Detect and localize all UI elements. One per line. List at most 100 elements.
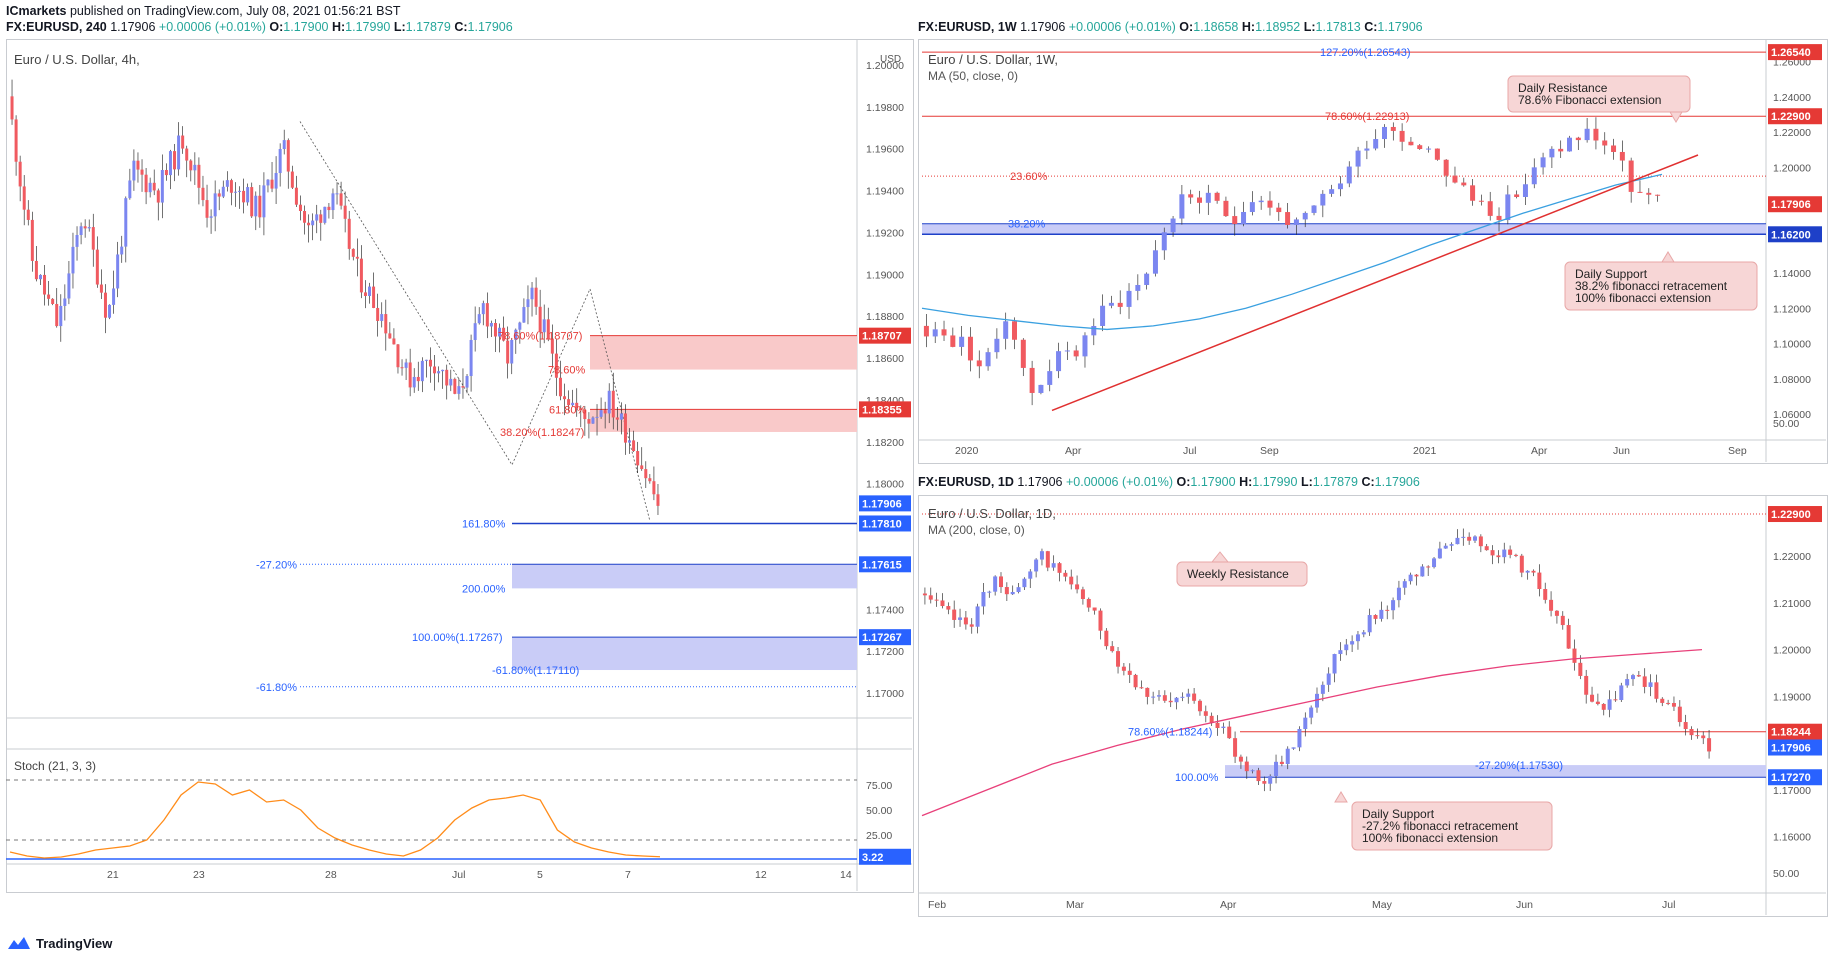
h4-fib-label: 78.60%(1.18707)	[498, 331, 582, 343]
candle-body	[1338, 650, 1343, 655]
candle-body	[1022, 578, 1027, 588]
candle-body	[323, 206, 327, 223]
candle-body	[1631, 675, 1635, 680]
candle-body	[1091, 325, 1097, 336]
candle-body	[1361, 632, 1366, 635]
weekly-support-pointer	[1661, 251, 1675, 263]
stoch-y-axis: 75.00 50.00 25.00	[866, 780, 892, 842]
candle-body	[922, 593, 927, 596]
candle-body	[1611, 145, 1617, 152]
h4-fib-label: 61.80%	[549, 404, 587, 416]
candle-body	[173, 151, 177, 170]
candle-body	[563, 396, 567, 400]
candle-body	[1285, 748, 1290, 765]
candle-body	[1443, 159, 1449, 176]
h4-currency-label: USD	[880, 54, 901, 65]
candle-body	[1214, 192, 1220, 201]
weekly-trendline	[1051, 154, 1699, 412]
daily-price-tag: 1.18244	[1771, 727, 1812, 739]
candle-body	[1205, 192, 1211, 203]
h4-fib-label: 161.80%	[462, 518, 506, 530]
candle-body	[981, 592, 986, 607]
candle-body	[567, 399, 571, 406]
tradingview-logo-icon	[8, 937, 30, 949]
candle-body	[1367, 615, 1372, 633]
h4-price-tag-bg	[859, 401, 911, 418]
tradingview-brand: TradingView	[6, 932, 112, 951]
h4-candles	[10, 79, 660, 516]
candle-body	[1461, 182, 1467, 186]
candle-body	[282, 140, 286, 150]
candle-body	[209, 216, 213, 218]
candle-body	[1047, 371, 1053, 385]
stoch-value-tag-bg	[859, 848, 911, 865]
candle-body	[514, 329, 518, 341]
candle-body	[1326, 673, 1331, 685]
candle-body	[1337, 183, 1343, 190]
candle-body	[270, 179, 274, 189]
candle-body	[1233, 738, 1238, 757]
candle-body	[1168, 700, 1173, 703]
candle-body	[177, 135, 181, 170]
candle-body	[473, 323, 477, 340]
h4-price-tag: 1.17615	[862, 559, 902, 571]
candle-body	[1707, 738, 1712, 752]
candle-body	[465, 376, 469, 388]
stoch-k-line	[9, 781, 661, 859]
weekly-volume-tick: 50.00	[1773, 418, 1799, 430]
candle-body	[59, 305, 63, 327]
candle-body	[99, 284, 103, 293]
candle-body	[1152, 250, 1158, 274]
h4-chart-panel[interactable]	[6, 39, 914, 893]
candle-body	[1285, 212, 1291, 225]
candle-body	[1408, 574, 1413, 582]
weekly-support-callout-box	[1564, 261, 1758, 311]
candle-body	[359, 258, 363, 293]
candle-body	[946, 606, 951, 610]
candle-body	[583, 409, 587, 420]
y-tick-label: 1.12000	[1773, 303, 1811, 315]
candle-body	[1677, 706, 1682, 723]
h4-price-tag: 1.17810	[862, 518, 902, 530]
candle-body	[1660, 698, 1665, 703]
daily-x-tick-label: Feb	[928, 899, 946, 911]
daily-fib-label: 100.00%	[1175, 772, 1219, 784]
candle-body	[1505, 194, 1511, 221]
candle-body	[1075, 584, 1080, 590]
candle-body	[644, 469, 648, 479]
candle-body	[652, 481, 656, 495]
candle-body	[640, 465, 644, 470]
candle-body	[1648, 682, 1653, 687]
candle-body	[229, 180, 233, 193]
candle-body	[1373, 139, 1379, 149]
y-tick-label: 1.18600	[866, 353, 904, 365]
candle-body	[603, 410, 607, 414]
candle-body	[331, 193, 335, 211]
candle-body	[1575, 137, 1581, 141]
candle-body	[1420, 566, 1425, 577]
candle-body	[55, 303, 59, 327]
candle-body	[1566, 625, 1571, 649]
candle-body	[1513, 554, 1518, 556]
daily-volume-tick: 50.00	[1773, 868, 1799, 880]
daily-x-tick-label: Jun	[1516, 899, 1533, 911]
candle-body	[1034, 559, 1039, 572]
candle-body	[1558, 148, 1564, 152]
candle-body	[428, 359, 432, 367]
candle-body	[1490, 550, 1495, 556]
h4-price-tag: 1.17906	[862, 498, 902, 510]
candle-body	[1399, 130, 1405, 142]
candle-body	[441, 369, 445, 372]
candle-body	[254, 195, 258, 217]
daily-support-callout-text: -27.2% fibonacci retracement	[1362, 819, 1519, 833]
candle-body	[611, 390, 615, 418]
candle-body	[1145, 687, 1150, 697]
candle-body	[1302, 212, 1308, 220]
candle-body	[339, 193, 343, 206]
candle-body	[408, 362, 412, 388]
candle-body	[34, 260, 38, 280]
candle-body	[1127, 670, 1132, 675]
daily-price-tag-bg	[1768, 506, 1822, 523]
candle-body	[124, 198, 128, 247]
candle-body	[1549, 599, 1554, 611]
